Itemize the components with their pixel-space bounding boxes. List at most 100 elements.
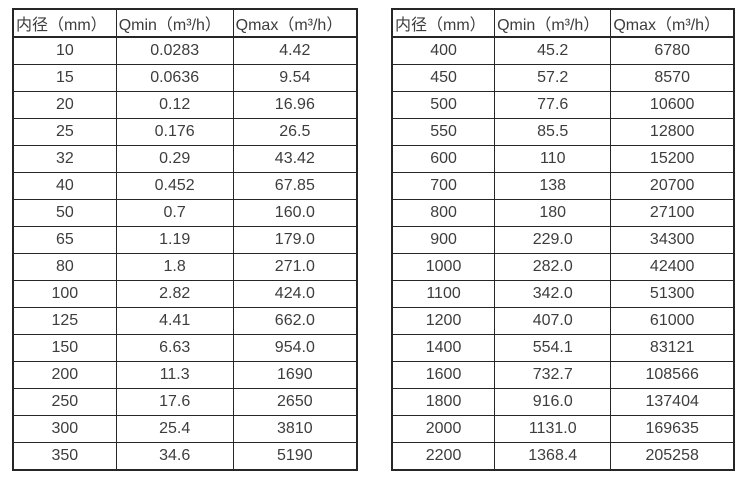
table-row: 50 0.7 160.0 — [12, 199, 358, 227]
table-cell: 5190 — [232, 442, 358, 471]
table-cell: 138 — [494, 172, 612, 200]
table-cell: 407.0 — [494, 307, 612, 335]
table-cell: 85.5 — [494, 118, 612, 146]
table-cell: 17.6 — [115, 388, 234, 416]
table-cell: 1000 — [391, 253, 496, 281]
table-cell: 15200 — [610, 145, 735, 173]
table-row: 350 34.6 5190 — [12, 442, 358, 471]
table-row: 800 180 27100 — [391, 199, 735, 227]
table-cell: 0.452 — [115, 172, 234, 200]
table-cell: 169635 — [610, 415, 735, 443]
table-cell: 1400 — [391, 334, 496, 362]
table-cell: 11.3 — [115, 361, 234, 389]
table-row: 32 0.29 43.42 — [12, 145, 358, 173]
table-cell: 6780 — [610, 36, 735, 65]
table-cell: 732.7 — [494, 361, 612, 389]
table-cell: 500 — [391, 91, 496, 119]
table-cell: 282.0 — [494, 253, 612, 281]
table-cell: 25 — [12, 118, 117, 146]
table-cell: 1131.0 — [494, 415, 612, 443]
column-header-diameter: 内径（mm） — [12, 8, 117, 38]
column-header-qmin: Qmin（m³/h） — [115, 8, 234, 38]
flow-rate-table-large-diameters: 内径（mm） Qmin（m³/h） Qmax（m³/h） 400 45.2 6780… — [391, 8, 735, 471]
table-cell: 6.63 — [115, 334, 234, 362]
table-cell: 65 — [12, 226, 117, 254]
table-cell: 32 — [12, 145, 117, 173]
table-row: 1600 732.7 108566 — [391, 361, 735, 389]
table-cell: 125 — [12, 307, 117, 335]
table-cell: 67.85 — [232, 172, 358, 200]
table-cell: 1.8 — [115, 253, 234, 281]
table-cell: 0.0283 — [115, 36, 234, 65]
table-cell: 700 — [391, 172, 496, 200]
table-row: 550 85.5 12800 — [391, 118, 735, 146]
table-cell: 51300 — [610, 280, 735, 308]
table-row: 2200 1368.4 205258 — [391, 442, 735, 471]
flow-rate-table-small-diameters: 内径（mm） Qmin（m³/h） Qmax（m³/h） 10 0.0283 4.4… — [12, 8, 358, 471]
table-cell: 4.41 — [115, 307, 234, 335]
table-cell: 229.0 — [494, 226, 612, 254]
table-row: 1100 342.0 51300 — [391, 280, 735, 308]
table-cell: 400 — [391, 36, 496, 65]
table-cell: 600 — [391, 145, 496, 173]
table-row: 1000 282.0 42400 — [391, 253, 735, 281]
table-cell: 57.2 — [494, 64, 612, 92]
table-cell: 40 — [12, 172, 117, 200]
table-row: 15 0.0636 9.54 — [12, 64, 358, 92]
table-cell: 800 — [391, 199, 496, 227]
table-cell: 180 — [494, 199, 612, 227]
column-header-qmax: Qmax（m³/h） — [232, 8, 358, 38]
table-cell: 15 — [12, 64, 117, 92]
table-cell: 1690 — [232, 361, 358, 389]
table-cell: 83121 — [610, 334, 735, 362]
table-cell: 2200 — [391, 442, 496, 471]
table-cell: 1800 — [391, 388, 496, 416]
table-cell: 43.42 — [232, 145, 358, 173]
table-row: 900 229.0 34300 — [391, 226, 735, 254]
table-row: 100 2.82 424.0 — [12, 280, 358, 308]
table-cell: 0.7 — [115, 199, 234, 227]
table-cell: 77.6 — [494, 91, 612, 119]
table-row: 500 77.6 10600 — [391, 91, 735, 119]
table-cell: 205258 — [610, 442, 735, 471]
table-cell: 550 — [391, 118, 496, 146]
table-cell: 160.0 — [232, 199, 358, 227]
table-row: 10 0.0283 4.42 — [12, 36, 358, 65]
column-header-qmax: Qmax（m³/h） — [610, 8, 735, 38]
table-row: 1200 407.0 61000 — [391, 307, 735, 335]
table-row: 600 110 15200 — [391, 145, 735, 173]
table-cell: 9.54 — [232, 64, 358, 92]
table-cell: 34300 — [610, 226, 735, 254]
table-cell: 1100 — [391, 280, 496, 308]
column-header-qmin: Qmin（m³/h） — [494, 8, 612, 38]
table-row: 150 6.63 954.0 — [12, 334, 358, 362]
table-row: 1800 916.0 137404 — [391, 388, 735, 416]
table-cell: 20700 — [610, 172, 735, 200]
table-row: 40 0.452 67.85 — [12, 172, 358, 200]
table-cell: 900 — [391, 226, 496, 254]
table-cell: 916.0 — [494, 388, 612, 416]
table-cell: 0.29 — [115, 145, 234, 173]
table-cell: 200 — [12, 361, 117, 389]
table-row: 400 45.2 6780 — [391, 36, 735, 65]
table-cell: 110 — [494, 145, 612, 173]
table-cell: 12800 — [610, 118, 735, 146]
table-cell: 137404 — [610, 388, 735, 416]
table-cell: 954.0 — [232, 334, 358, 362]
table-row: 65 1.19 179.0 — [12, 226, 358, 254]
table-cell: 300 — [12, 415, 117, 443]
table-cell: 1368.4 — [494, 442, 612, 471]
table-cell: 0.0636 — [115, 64, 234, 92]
table-cell: 342.0 — [494, 280, 612, 308]
table-row: 250 17.6 2650 — [12, 388, 358, 416]
table-cell: 2.82 — [115, 280, 234, 308]
table-cell: 100 — [12, 280, 117, 308]
column-header-diameter: 内径（mm） — [391, 8, 496, 38]
table-header-row: 内径（mm） Qmin（m³/h） Qmax（m³/h） — [391, 8, 735, 38]
table-cell: 3810 — [232, 415, 358, 443]
table-cell: 150 — [12, 334, 117, 362]
table-cell: 45.2 — [494, 36, 612, 65]
table-cell: 1200 — [391, 307, 496, 335]
table-row: 80 1.8 271.0 — [12, 253, 358, 281]
